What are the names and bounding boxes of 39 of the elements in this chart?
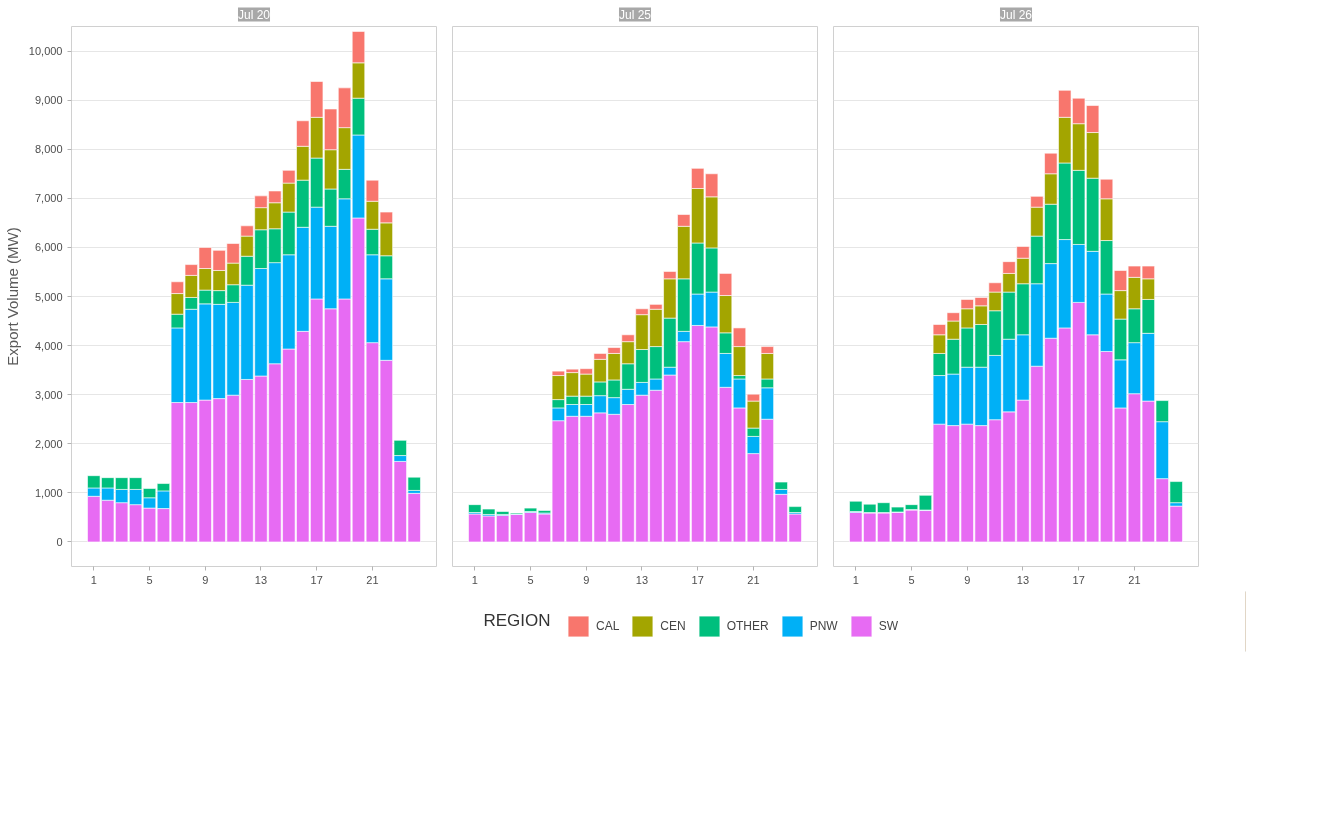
y-tick-label: 8,000 (34, 143, 63, 156)
y-tick-label: 10,000 (28, 45, 63, 58)
x-tick-label: 5 (908, 573, 915, 586)
legend-label: PNW (809, 619, 838, 633)
x-tick-label: 13 (1016, 573, 1030, 586)
x-tick-label: 9 (583, 573, 590, 586)
y-tick-label: 9,000 (34, 94, 63, 107)
legend-label: CEN (660, 619, 686, 633)
legend-label: OTHER (726, 619, 769, 633)
y-tick-label: 7,000 (34, 192, 63, 205)
x-tick-label: 13 (635, 573, 649, 586)
x-tick-label: 9 (964, 573, 971, 586)
x-tick-label: 5 (527, 573, 534, 586)
y-tick-label: 5,000 (34, 290, 63, 303)
x-tick-label: 17 (691, 573, 704, 586)
x-tick-label: 17 (1072, 573, 1085, 586)
x-tick-label: 21 (366, 573, 379, 586)
y-tick-label: 6,000 (34, 241, 63, 254)
x-tick-label: 5 (146, 573, 153, 586)
chart-title: Jul 26 (999, 7, 1033, 22)
y-tick-label: 3,000 (34, 388, 63, 401)
x-tick-label: 9 (202, 573, 209, 586)
chart-title: Jul 25 (618, 7, 652, 22)
x-tick-label: 13 (254, 573, 268, 586)
legend-label: CAL (596, 619, 620, 633)
y-tick-label: 4,000 (34, 339, 63, 352)
x-tick-label: 21 (1128, 573, 1141, 586)
y-tick-label: 0 (56, 535, 63, 548)
x-tick-label: 17 (310, 573, 323, 586)
x-tick-label: 21 (747, 573, 760, 586)
legend-label: SW (878, 619, 899, 633)
y-tick-label: 1,000 (34, 486, 63, 499)
y-axis-title: Export Volume (MW) (3, 227, 21, 366)
y-tick-label: 2,000 (34, 437, 63, 450)
x-tick-label: 1 (90, 573, 97, 586)
legend-title: REGION (483, 610, 551, 630)
x-tick-label: 1 (471, 573, 478, 586)
x-tick-label: 1 (852, 573, 859, 586)
chart-title: Jul 20 (237, 7, 271, 22)
